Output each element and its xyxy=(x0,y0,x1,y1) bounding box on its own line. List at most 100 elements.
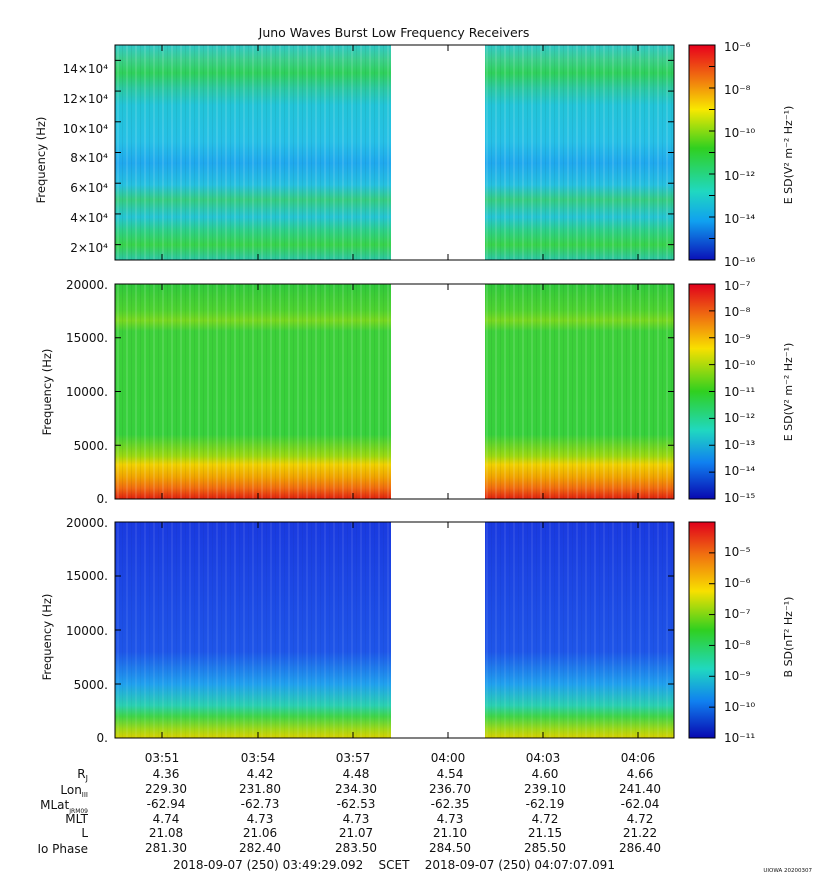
eph-cell: 4.74 xyxy=(153,812,180,826)
cb-mid-tick-0: 10⁻⁷ xyxy=(724,279,751,293)
eph-row-rj: 4.36 4.42 4.48 4.54 4.60 4.66 xyxy=(153,767,654,781)
panel-middle: 0. 5000. 10000. 15000. 20000. Frequency … xyxy=(40,278,795,506)
eph-cell: 236.70 xyxy=(429,782,471,796)
cb-top-tick-2: 10⁻¹⁰ xyxy=(724,126,755,140)
eph-cell: 21.07 xyxy=(339,826,373,840)
eph-cell: 239.10 xyxy=(524,782,566,796)
eph-cell: 4.60 xyxy=(532,767,559,781)
panel-top: 2×10⁴ 4×10⁴ 6×10⁴ 8×10⁴ 10×10⁴ 12×10⁴ 14… xyxy=(34,40,795,269)
eph-cell: 21.22 xyxy=(623,826,657,840)
cb-top-tick-3: 10⁻¹² xyxy=(724,169,755,183)
ytick-top-1: 4×10⁴ xyxy=(70,211,108,225)
ytick-top-6: 14×10⁴ xyxy=(63,62,109,76)
eph-cell: 234.30 xyxy=(335,782,377,796)
cb-bot-tick-0: 10⁻⁵ xyxy=(724,545,751,559)
eph-cell: 21.08 xyxy=(149,826,183,840)
eph-cell: 4.36 xyxy=(153,767,180,781)
eph-cell: 21.10 xyxy=(433,826,467,840)
eph-cell: 4.42 xyxy=(247,767,274,781)
eph-cell: 4.72 xyxy=(627,812,654,826)
eph-label-mlt: MLT xyxy=(65,812,88,826)
eph-cell: 231.80 xyxy=(239,782,281,796)
cb-top-tick-1: 10⁻⁸ xyxy=(724,83,751,97)
eph-cell: 4.73 xyxy=(343,812,370,826)
eph-label-l: L xyxy=(81,826,88,840)
eph-cell: 4.54 xyxy=(437,767,464,781)
ytick-top-3: 8×10⁴ xyxy=(70,151,108,165)
ytick-top-4: 10×10⁴ xyxy=(63,122,109,136)
ytick-mid-4: 20000. xyxy=(66,278,108,292)
cb-mid-tick-3: 10⁻¹⁰ xyxy=(724,358,755,372)
cb-mid-tick-8: 10⁻¹⁵ xyxy=(724,491,755,505)
eph-cell: 21.06 xyxy=(243,826,277,840)
eph-cell: -62.53 xyxy=(337,797,376,811)
ytick-bot-2: 10000. xyxy=(66,624,108,638)
cb-top-tick-4: 10⁻¹⁴ xyxy=(724,212,755,226)
ytick-bot-0: 0. xyxy=(97,731,108,745)
eph-cell: 21.15 xyxy=(528,826,562,840)
yticks-top: 2×10⁴ 4×10⁴ 6×10⁴ 8×10⁴ 10×10⁴ 12×10⁴ 14… xyxy=(63,62,109,255)
chart-title: Juno Waves Burst Low Frequency Receivers xyxy=(258,25,530,40)
data-gap-middle xyxy=(391,284,485,499)
cb-top-tick-5: 10⁻¹⁶ xyxy=(724,255,755,269)
ytick-mid-0: 0. xyxy=(97,492,108,506)
cb-bot-tick-5: 10⁻¹⁰ xyxy=(724,700,755,714)
eph-row-mlat: -62.94 -62.73 -62.53 -62.35 -62.19 -62.0… xyxy=(147,797,660,811)
cb-bot-tick-1: 10⁻⁶ xyxy=(724,576,751,590)
cb-mid-tick-5: 10⁻¹² xyxy=(724,411,755,425)
ytick-top-0: 2×10⁴ xyxy=(70,241,108,255)
colorbar-bottom xyxy=(688,521,716,739)
yticks-bottom: 0. 5000. 10000. 15000. 20000. xyxy=(66,516,108,745)
colorbar-ticks-top: 10⁻⁶ 10⁻⁸ 10⁻¹⁰ 10⁻¹² 10⁻¹⁴ 10⁻¹⁶ xyxy=(724,40,755,269)
ylabel-bottom: Frequency (Hz) xyxy=(40,594,54,681)
eph-label-rj: RJ xyxy=(77,767,88,783)
colorbar-label-middle: E SD(V² m⁻² Hz⁻¹) xyxy=(782,343,795,442)
cb-bot-tick-2: 10⁻⁷ xyxy=(724,607,751,621)
data-gap-top xyxy=(391,45,485,260)
ytick-bot-4: 20000. xyxy=(66,516,108,530)
eph-cell: -62.04 xyxy=(621,797,660,811)
yticks-middle: 0. 5000. 10000. 15000. 20000. xyxy=(66,278,108,506)
cb-bot-tick-6: 10⁻¹¹ xyxy=(724,731,755,745)
time-tick-2: 03:57 xyxy=(336,751,371,765)
eph-cell: 282.40 xyxy=(239,841,281,855)
time-tick-4: 04:03 xyxy=(526,751,561,765)
cb-bot-tick-4: 10⁻⁹ xyxy=(724,669,751,683)
ephemeris-table: RJ LonIII MLatJRM09 MLT L Io Phase 4.36 … xyxy=(37,767,661,856)
eph-cell: 281.30 xyxy=(145,841,187,855)
eph-cell: 4.66 xyxy=(627,767,654,781)
eph-cell: -62.94 xyxy=(147,797,186,811)
eph-cell: 4.73 xyxy=(247,812,274,826)
cb-top-tick-0: 10⁻⁶ xyxy=(724,40,751,54)
time-tick-1: 03:54 xyxy=(241,751,276,765)
eph-row-io-phase: 281.30 282.40 283.50 284.50 285.50 286.4… xyxy=(145,841,661,855)
eph-cell: 285.50 xyxy=(524,841,566,855)
time-tick-0: 03:51 xyxy=(145,751,180,765)
eph-cell: 284.50 xyxy=(429,841,471,855)
ytick-bot-3: 15000. xyxy=(66,569,108,583)
eph-cell: 286.40 xyxy=(619,841,661,855)
eph-cell: 4.72 xyxy=(532,812,559,826)
eph-cell: 4.48 xyxy=(343,767,370,781)
eph-cell: 229.30 xyxy=(145,782,187,796)
cb-mid-tick-6: 10⁻¹³ xyxy=(724,438,755,452)
cb-mid-tick-2: 10⁻⁹ xyxy=(724,332,751,346)
ylabel-top: Frequency (Hz) xyxy=(34,117,48,204)
credit-stamp: UIOWA 20200307 xyxy=(763,868,812,874)
eph-row-l: 21.08 21.06 21.07 21.10 21.15 21.22 xyxy=(149,826,657,840)
time-range-footer: 2018-09-07 (250) 03:49:29.092 SCET 2018-… xyxy=(173,858,615,872)
time-tick-3: 04:00 xyxy=(431,751,466,765)
eph-label-lon: LonIII xyxy=(60,783,88,799)
data-gap-bottom xyxy=(391,522,485,738)
eph-label-io-phase: Io Phase xyxy=(37,842,88,856)
ytick-bot-1: 5000. xyxy=(74,678,108,692)
time-tick-5: 04:06 xyxy=(621,751,656,765)
colorbar-ticks-bottom: 10⁻⁵ 10⁻⁶ 10⁻⁷ 10⁻⁸ 10⁻⁹ 10⁻¹⁰ 10⁻¹¹ xyxy=(724,545,755,745)
ytick-mid-3: 15000. xyxy=(66,331,108,345)
colorbar-label-bottom: B SD(nT² Hz⁻¹) xyxy=(782,597,795,678)
eph-cell: -62.35 xyxy=(431,797,470,811)
eph-cell: -62.73 xyxy=(241,797,280,811)
colorbar-ticks-middle: 10⁻⁷ 10⁻⁸ 10⁻⁹ 10⁻¹⁰ 10⁻¹¹ 10⁻¹² 10⁻¹³ 1… xyxy=(724,279,755,505)
colorbar-label-top: E SD(V² m⁻² Hz⁻¹) xyxy=(782,106,795,205)
